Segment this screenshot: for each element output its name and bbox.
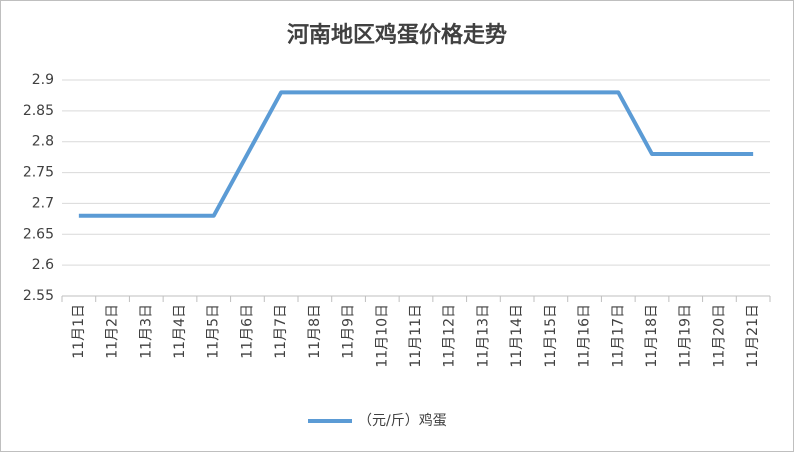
x-tick-label: 11月6日: [239, 304, 255, 359]
x-tick-label: 11月11日: [408, 304, 424, 368]
y-tick-label: 2.85: [23, 103, 54, 119]
x-tick-label: 11月14日: [509, 304, 525, 368]
y-tick-label: 2.8: [32, 134, 54, 150]
y-tick-label: 2.55: [23, 288, 54, 304]
x-tick-label: 11月12日: [442, 304, 458, 368]
line-series: [78, 90, 754, 218]
x-tick-label: 11月16日: [577, 304, 593, 368]
x-tick-label: 11月1日: [71, 304, 87, 359]
chart-title: 河南地区鸡蛋价格走势: [287, 22, 507, 48]
x-tick-label: 11月13日: [475, 304, 491, 368]
x-tick-label: 11月19日: [678, 304, 694, 368]
y-tick-label: 2.6: [32, 257, 54, 273]
x-tick-label: 11月4日: [172, 304, 188, 359]
x-tick-label: 11月8日: [307, 304, 323, 359]
y-tick-label: 2.7: [32, 195, 54, 211]
x-tick-label: 11月10日: [374, 304, 390, 368]
x-tick-label: 11月7日: [273, 304, 289, 359]
y-tick-label: 2.75: [23, 165, 54, 181]
x-tick-label: 11月15日: [543, 304, 559, 368]
x-tick-label: 11月21日: [745, 304, 761, 368]
x-tick-label: 11月5日: [206, 304, 222, 359]
legend-label: （元/斤）鸡蛋: [358, 412, 447, 429]
y-tick-label: 2.65: [23, 226, 54, 242]
x-tick-label: 11月17日: [610, 304, 626, 368]
y-tick-label: 2.9: [32, 72, 54, 88]
x-tick-label: 11月20日: [711, 304, 727, 368]
x-tick-label: 11月2日: [105, 304, 121, 359]
x-tick-label: 11月9日: [341, 304, 357, 359]
x-tick-label: 11月3日: [138, 304, 154, 359]
x-tick-label: 11月18日: [644, 304, 660, 368]
